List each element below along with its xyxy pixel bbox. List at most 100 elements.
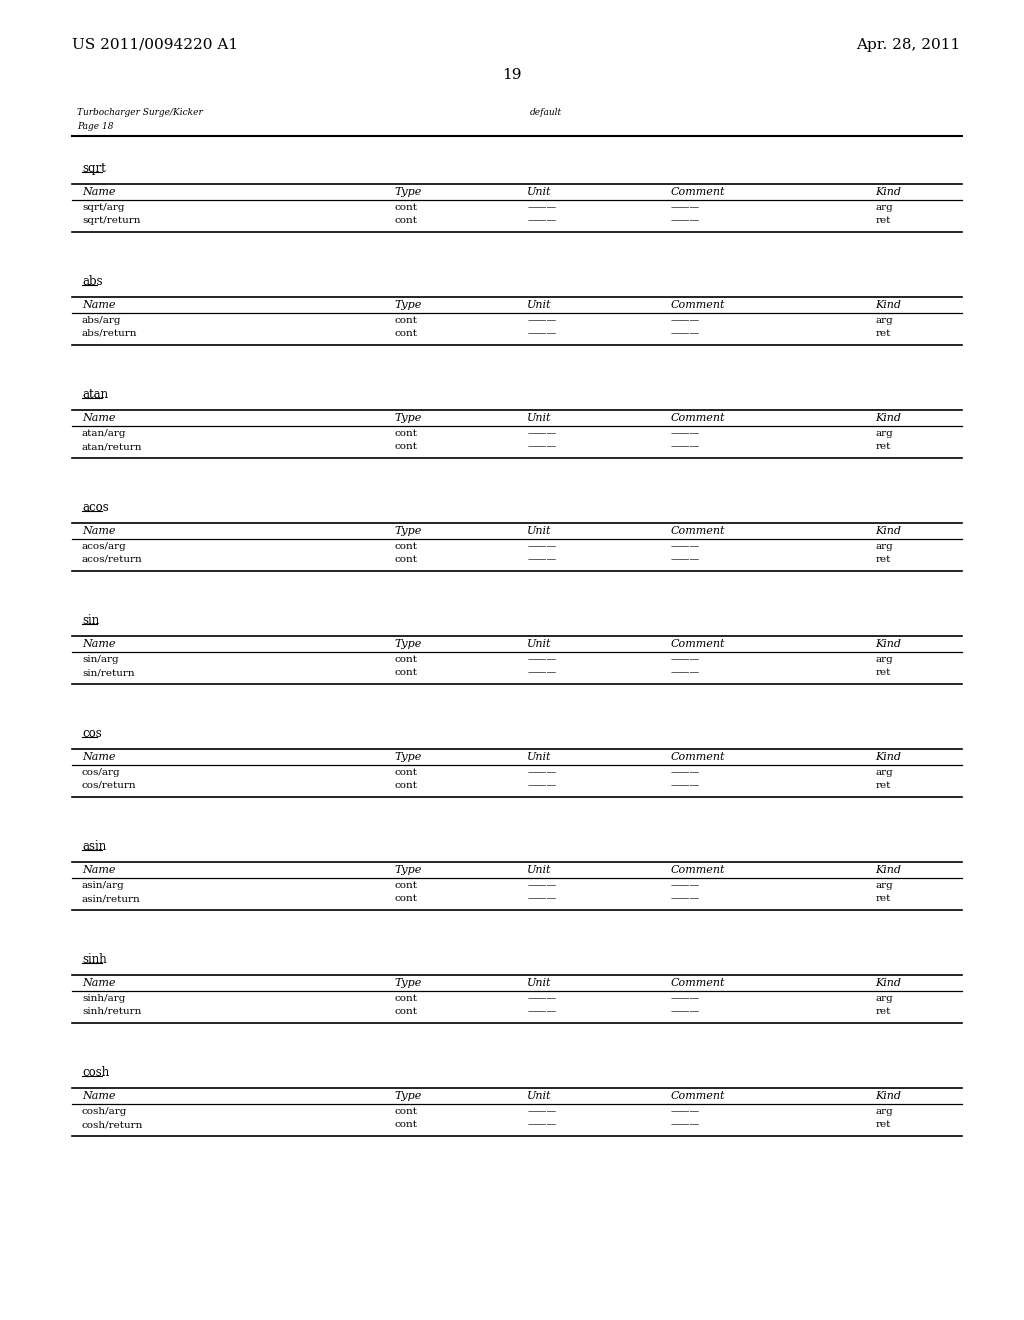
Text: ret: ret (876, 781, 891, 789)
Text: ret: ret (876, 554, 891, 564)
Text: Turbocharger Surge/Kicker: Turbocharger Surge/Kicker (77, 108, 203, 117)
Text: arg: arg (876, 1107, 893, 1115)
Text: cont: cont (394, 1107, 417, 1115)
Text: arg: arg (876, 315, 893, 325)
Text: cosh: cosh (82, 1067, 110, 1078)
Text: cont: cont (394, 894, 417, 903)
Text: Kind: Kind (876, 1092, 901, 1101)
Text: Kind: Kind (876, 413, 901, 422)
Text: US 2011/0094220 A1: US 2011/0094220 A1 (72, 38, 239, 51)
Text: Type: Type (394, 187, 422, 197)
Text: Type: Type (394, 639, 422, 649)
Text: arg: arg (876, 768, 893, 777)
Text: Kind: Kind (876, 639, 901, 649)
Text: ———: ——— (527, 880, 557, 890)
Text: Type: Type (394, 865, 422, 875)
Text: ———: ——— (671, 329, 700, 338)
Text: Name: Name (82, 187, 116, 197)
Text: ———: ——— (671, 894, 700, 903)
Text: ———: ——— (527, 203, 557, 213)
Text: cont: cont (394, 994, 417, 1003)
Text: sin/return: sin/return (82, 668, 134, 677)
Text: cos/arg: cos/arg (82, 768, 121, 777)
Text: Comment: Comment (671, 978, 725, 987)
Text: cont: cont (394, 880, 417, 890)
Text: sinh/return: sinh/return (82, 1007, 141, 1016)
Text: ———: ——— (527, 1007, 557, 1016)
Text: atan/arg: atan/arg (82, 429, 126, 438)
Text: ———: ——— (527, 655, 557, 664)
Text: Unit: Unit (527, 300, 552, 310)
Text: Comment: Comment (671, 525, 725, 536)
Text: ———: ——— (527, 1107, 557, 1115)
Text: Unit: Unit (527, 525, 552, 536)
Text: ———: ——— (671, 768, 700, 777)
Text: cosh/arg: cosh/arg (82, 1107, 127, 1115)
Text: abs/arg: abs/arg (82, 315, 122, 325)
Text: Name: Name (82, 639, 116, 649)
Text: sqrt/arg: sqrt/arg (82, 203, 125, 213)
Text: arg: arg (876, 994, 893, 1003)
Text: ———: ——— (671, 315, 700, 325)
Text: sinh/arg: sinh/arg (82, 994, 125, 1003)
Text: ret: ret (876, 1007, 891, 1016)
Text: ———: ——— (527, 216, 557, 224)
Text: Type: Type (394, 752, 422, 762)
Text: acos/arg: acos/arg (82, 543, 127, 550)
Text: Type: Type (394, 1092, 422, 1101)
Text: cos: cos (82, 727, 101, 741)
Text: Unit: Unit (527, 1092, 552, 1101)
Text: cont: cont (394, 216, 417, 224)
Text: Name: Name (82, 1092, 116, 1101)
Text: cont: cont (394, 442, 417, 451)
Text: cont: cont (394, 315, 417, 325)
Text: sqrt: sqrt (82, 162, 105, 176)
Text: cont: cont (394, 203, 417, 213)
Text: ret: ret (876, 442, 891, 451)
Text: default: default (530, 108, 562, 117)
Text: ———: ——— (527, 429, 557, 438)
Text: cont: cont (394, 429, 417, 438)
Text: ———: ——— (671, 216, 700, 224)
Text: atan/return: atan/return (82, 442, 142, 451)
Text: cont: cont (394, 1119, 417, 1129)
Text: 19: 19 (502, 69, 522, 82)
Text: ———: ——— (671, 655, 700, 664)
Text: ———: ——— (671, 781, 700, 789)
Text: Kind: Kind (876, 525, 901, 536)
Text: Type: Type (394, 525, 422, 536)
Text: Comment: Comment (671, 413, 725, 422)
Text: ———: ——— (671, 1119, 700, 1129)
Text: sqrt/return: sqrt/return (82, 216, 140, 224)
Text: arg: arg (876, 655, 893, 664)
Text: ret: ret (876, 668, 891, 677)
Text: Comment: Comment (671, 187, 725, 197)
Text: ———: ——— (527, 894, 557, 903)
Text: Unit: Unit (527, 187, 552, 197)
Text: Comment: Comment (671, 300, 725, 310)
Text: cont: cont (394, 543, 417, 550)
Text: cont: cont (394, 655, 417, 664)
Text: ———: ——— (671, 994, 700, 1003)
Text: Comment: Comment (671, 752, 725, 762)
Text: arg: arg (876, 880, 893, 890)
Text: arg: arg (876, 203, 893, 213)
Text: Name: Name (82, 752, 116, 762)
Text: Comment: Comment (671, 865, 725, 875)
Text: sinh: sinh (82, 953, 106, 966)
Text: Name: Name (82, 300, 116, 310)
Text: cos/return: cos/return (82, 781, 136, 789)
Text: Kind: Kind (876, 978, 901, 987)
Text: Apr. 28, 2011: Apr. 28, 2011 (856, 38, 961, 51)
Text: Name: Name (82, 525, 116, 536)
Text: ———: ——— (671, 429, 700, 438)
Text: ret: ret (876, 329, 891, 338)
Text: ———: ——— (527, 781, 557, 789)
Text: ret: ret (876, 894, 891, 903)
Text: Type: Type (394, 978, 422, 987)
Text: cont: cont (394, 668, 417, 677)
Text: Type: Type (394, 413, 422, 422)
Text: Comment: Comment (671, 639, 725, 649)
Text: ———: ——— (671, 554, 700, 564)
Text: ———: ——— (671, 543, 700, 550)
